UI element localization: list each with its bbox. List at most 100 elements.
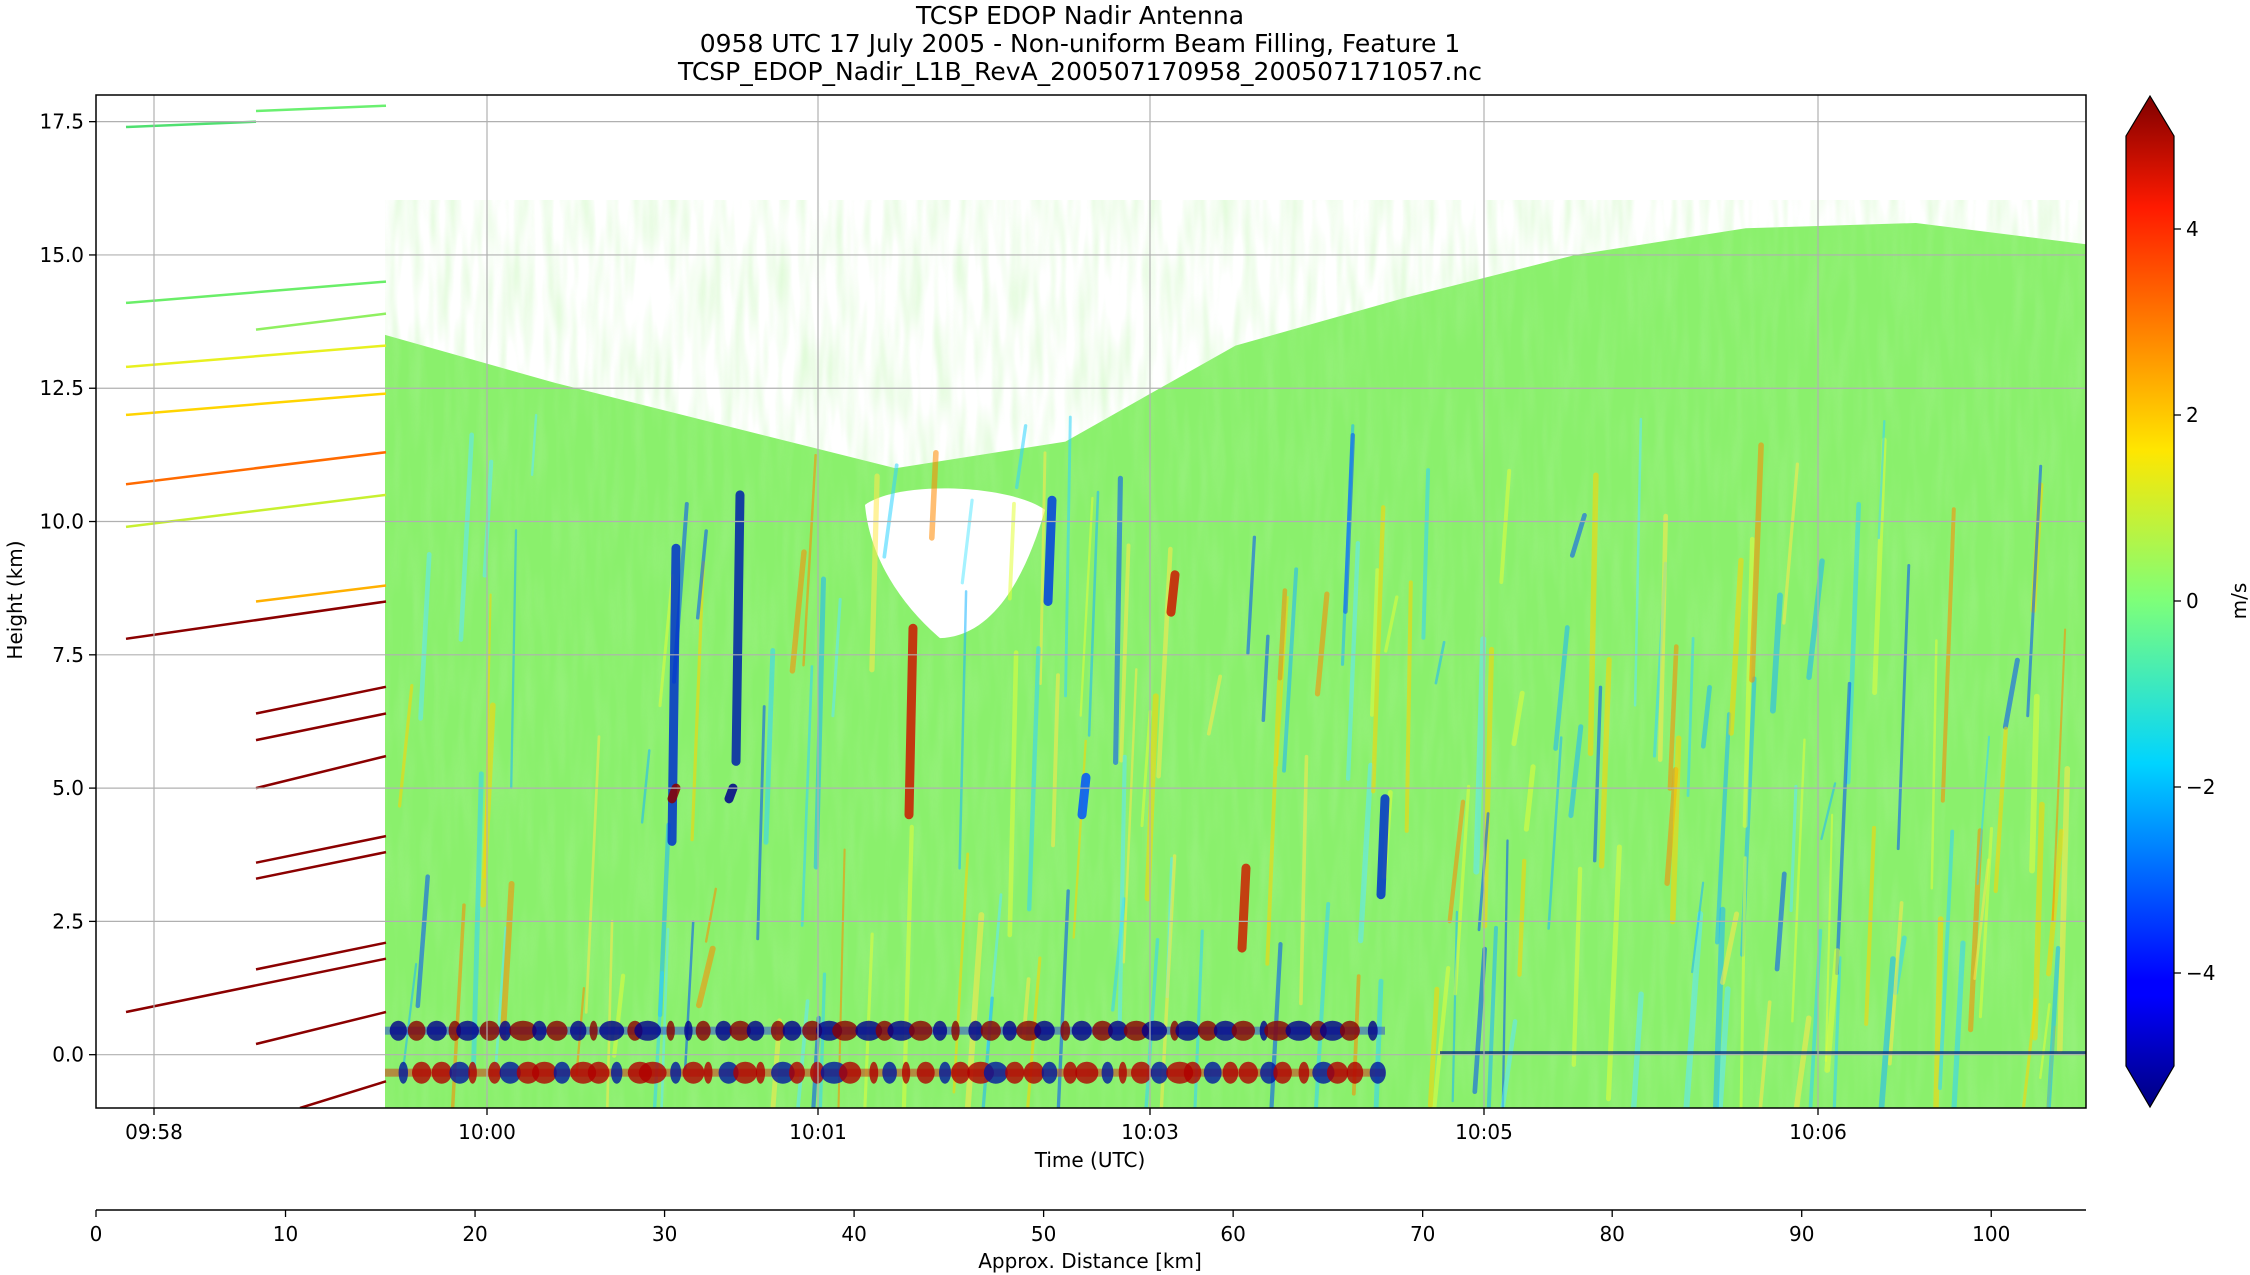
velocity-streak [1432, 965, 1451, 1108]
velocity-streak [1951, 940, 1966, 1108]
surface-blob [412, 1061, 432, 1084]
surface-blob [1222, 1061, 1239, 1084]
surface-blob [1150, 1061, 1169, 1084]
velocity-core [1376, 794, 1390, 900]
surface-blob [431, 1061, 452, 1084]
velocity-streak [1793, 1015, 1812, 1108]
velocity-streak [1122, 668, 1138, 964]
velocity-streak [1877, 419, 1886, 540]
surface-blob [426, 1020, 447, 1041]
surface-blob [1339, 1020, 1360, 1041]
velocity-streak [1592, 685, 1603, 863]
velocity-streak [1113, 475, 1123, 765]
velocity-streak [584, 735, 601, 1014]
colorbar-scale [2125, 94, 2175, 1109]
surface-blob [695, 1020, 711, 1041]
velocity-streak [1598, 656, 1612, 869]
surface-blob [771, 1061, 795, 1084]
x-tick-label: 10:06 [1789, 1120, 1847, 1144]
stripe [125, 344, 387, 369]
velocity-streak [1872, 437, 1887, 696]
x-tick-label: 10:01 [789, 1120, 847, 1144]
velocity-streak [1770, 592, 1783, 714]
velocity-streak [1064, 415, 1072, 698]
velocity-streak [418, 552, 432, 721]
distance-tick-label: 40 [841, 1222, 866, 1246]
velocity-streak [2002, 657, 2020, 730]
velocity-streak [1511, 690, 1525, 747]
stripe [255, 312, 387, 331]
velocity-streak [1832, 956, 1842, 1108]
surface-blob [909, 1020, 933, 1041]
distance-tick-label: 0 [90, 1222, 103, 1246]
velocity-streak [683, 920, 695, 1071]
velocity-streak [800, 665, 814, 927]
velocity-core [1043, 495, 1057, 606]
surface-blob [1131, 1061, 1152, 1084]
velocity-streak [1473, 636, 1487, 875]
surface-blob [746, 1020, 765, 1041]
velocity-streak [704, 887, 717, 943]
surface-blob [1231, 1020, 1256, 1041]
velocity-streak [1501, 839, 1509, 1108]
surface-blob [1075, 1061, 1099, 1084]
colorbar-tick-label: −2 [2186, 775, 2215, 799]
velocity-streak [818, 972, 827, 1108]
velocity-streak [458, 432, 475, 642]
velocity-streak [1993, 726, 2009, 894]
surface-blob [782, 1020, 802, 1041]
velocity-streak [1265, 679, 1281, 966]
velocity-streak [763, 648, 776, 845]
distance-tick-label: 60 [1220, 1222, 1245, 1246]
velocity-streak [756, 705, 766, 941]
velocity-streak [1345, 540, 1361, 781]
velocity-streak [1451, 910, 1459, 1103]
velocity-streak [1606, 844, 1622, 1102]
colorbar-tick-label: 0 [2186, 589, 2199, 613]
velocity-streak [1500, 1019, 1518, 1108]
stripe [125, 957, 387, 1014]
velocity-streak [882, 463, 899, 559]
velocity-streak [1404, 580, 1413, 833]
velocity-streak [499, 880, 515, 1041]
distance-axis-label: Approx. Distance [km] [978, 1249, 1202, 1273]
surface-blob [599, 1020, 625, 1041]
surface-blob [932, 1020, 948, 1041]
velocity-streak [2051, 628, 2067, 922]
plot-area [96, 95, 2086, 1108]
velocity-streak [1933, 916, 1944, 1108]
velocity-streak [960, 498, 974, 585]
surface-blob [902, 1061, 911, 1084]
echo-texture [385, 200, 2085, 1108]
velocity-streak [510, 529, 518, 790]
velocity-streak [1421, 468, 1431, 640]
velocity-streak [1568, 724, 1584, 819]
y-axis: 17.5 15.0 12.5 10.0 7.5 5.0 2.5 0.0 Height (km) [3, 110, 96, 1067]
stripe [255, 584, 387, 603]
surface-blob [684, 1020, 693, 1041]
velocity-streak [1630, 991, 1644, 1108]
velocity-streak [928, 449, 939, 541]
surface-blob [1175, 1020, 1200, 1041]
x-axis: 09:58 10:00 10:01 10:03 10:05 10:06 Time (UTC… [125, 1108, 1847, 1172]
x-tick-label: 10:05 [1455, 1120, 1513, 1144]
velocity-core [731, 490, 745, 766]
surface-blob [703, 1061, 713, 1084]
velocity-streak [695, 529, 708, 620]
velocity-streak [1087, 490, 1100, 737]
velocity-streak [1384, 595, 1399, 653]
chart-title: TCSP EDOP Nadir Antenna [915, 1, 1245, 30]
velocity-streak [1357, 762, 1374, 944]
velocity-streak [2046, 828, 2064, 977]
velocity-streak [901, 824, 914, 1108]
velocity-streak [1523, 764, 1536, 832]
chart-subtitle: 0958 UTC 17 July 2005 - Non-uniform Beam… [699, 29, 1461, 58]
surface-blob [479, 1020, 500, 1041]
surface-blob [1213, 1020, 1237, 1041]
surface-blob [553, 1061, 571, 1084]
surface-blob [855, 1020, 883, 1041]
velocity-streak [1117, 754, 1127, 1023]
velocity-streak [1789, 784, 1798, 913]
velocity-streak [1717, 986, 1731, 1108]
surface-blob [1060, 1020, 1071, 1041]
